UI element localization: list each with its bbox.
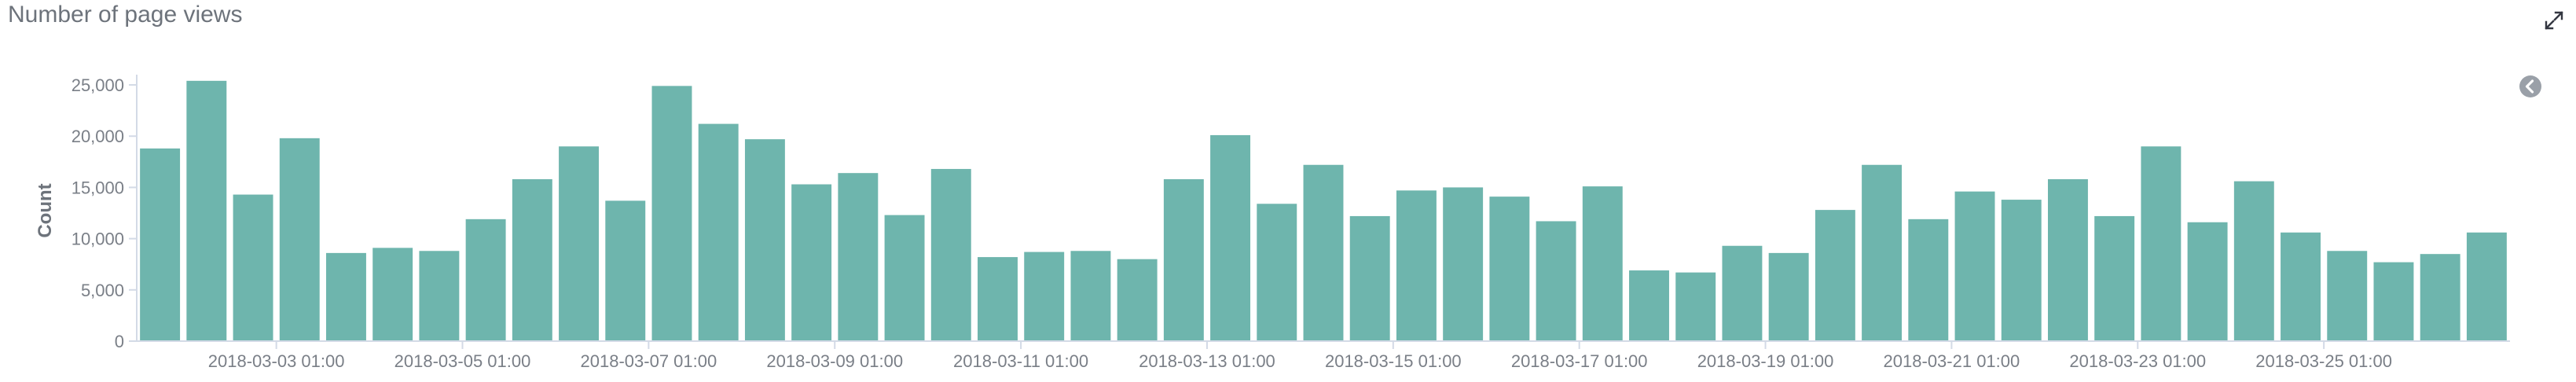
y-axis: 0 5,000 10,000 15,000 20,000 25,000 xyxy=(72,75,138,351)
bar[interactable] xyxy=(605,200,646,341)
x-tick-label: 2018-03-13 01:00 xyxy=(1139,351,1275,371)
y-axis-title: Count xyxy=(35,183,56,237)
bar-series xyxy=(140,80,2507,342)
bar[interactable] xyxy=(791,184,832,341)
panel-title: Number of page views xyxy=(8,2,243,28)
y-tick-label: 5,000 xyxy=(81,281,124,300)
bar[interactable] xyxy=(1582,186,1623,341)
x-tick-label: 2018-03-15 01:00 xyxy=(1325,351,1462,371)
bar[interactable] xyxy=(140,148,181,341)
expand-arrows-icon[interactable] xyxy=(2541,8,2567,33)
bar[interactable] xyxy=(2047,178,2088,341)
x-tick-label: 2018-03-25 01:00 xyxy=(2255,351,2392,371)
bar[interactable] xyxy=(1768,252,1809,341)
x-tick-label: 2018-03-11 01:00 xyxy=(953,351,1088,371)
bar[interactable] xyxy=(465,219,506,341)
bar[interactable] xyxy=(1396,190,1437,341)
bar[interactable] xyxy=(2094,215,2135,341)
bar[interactable] xyxy=(1117,259,1158,341)
x-tick-label: 2018-03-07 01:00 xyxy=(581,351,717,371)
x-tick-label: 2018-03-19 01:00 xyxy=(1697,351,1834,371)
bar[interactable] xyxy=(1536,221,1576,341)
bar[interactable] xyxy=(1862,164,1903,341)
bar[interactable] xyxy=(2466,232,2507,341)
bar[interactable] xyxy=(651,86,692,341)
x-axis: 2018-03-03 01:00 2018-03-05 01:00 2018-03-… xyxy=(137,340,2510,371)
bar[interactable] xyxy=(279,138,320,342)
bar[interactable] xyxy=(1722,245,1763,341)
x-tick-label: 2018-03-05 01:00 xyxy=(394,351,531,371)
x-tick-label: 2018-03-23 01:00 xyxy=(2069,351,2206,371)
bar[interactable] xyxy=(2187,222,2228,341)
y-tick-label: 20,000 xyxy=(72,127,124,146)
bar[interactable] xyxy=(1489,197,1530,341)
bar[interactable] xyxy=(1443,187,1484,341)
bar[interactable] xyxy=(2281,232,2321,341)
y-tick-label: 15,000 xyxy=(72,178,124,197)
bar[interactable] xyxy=(1024,252,1065,341)
bar[interactable] xyxy=(1675,272,1716,341)
bar[interactable] xyxy=(559,146,600,341)
bar[interactable] xyxy=(2001,200,2042,341)
bar[interactable] xyxy=(1163,178,1204,341)
bar[interactable] xyxy=(186,80,227,342)
y-tick-label: 0 xyxy=(115,332,124,351)
bar[interactable] xyxy=(2420,254,2460,341)
bar[interactable] xyxy=(2141,146,2182,341)
bar[interactable] xyxy=(1908,219,1949,341)
bar[interactable] xyxy=(512,178,552,341)
x-tick-label: 2018-03-17 01:00 xyxy=(1511,351,1648,371)
bar[interactable] xyxy=(1629,270,1669,341)
legend-toggle-icon[interactable] xyxy=(2518,74,2543,99)
bar[interactable] xyxy=(372,248,413,341)
bar[interactable] xyxy=(1349,215,1390,341)
bar[interactable] xyxy=(884,215,925,341)
bar[interactable] xyxy=(2327,251,2368,341)
bar[interactable] xyxy=(326,252,366,341)
bar[interactable] xyxy=(419,251,460,341)
y-tick-label: 25,000 xyxy=(72,75,124,95)
bar[interactable] xyxy=(930,168,971,341)
bar[interactable] xyxy=(1303,164,1344,341)
bar[interactable] xyxy=(1954,191,1995,341)
bar[interactable] xyxy=(744,139,785,341)
bar[interactable] xyxy=(1815,210,1855,341)
bar[interactable] xyxy=(838,173,879,341)
bar[interactable] xyxy=(233,194,273,341)
bar[interactable] xyxy=(2373,262,2414,341)
bar[interactable] xyxy=(698,123,739,342)
bar[interactable] xyxy=(2233,181,2274,341)
y-tick-label: 10,000 xyxy=(72,230,124,249)
bar[interactable] xyxy=(978,257,1018,341)
x-tick-label: 2018-03-21 01:00 xyxy=(1884,351,2020,371)
bar[interactable] xyxy=(1210,134,1251,341)
x-tick-label: 2018-03-03 01:00 xyxy=(208,351,345,371)
x-tick-label: 2018-03-09 01:00 xyxy=(766,351,903,371)
bar[interactable] xyxy=(1257,204,1297,341)
bar[interactable] xyxy=(1070,251,1111,341)
